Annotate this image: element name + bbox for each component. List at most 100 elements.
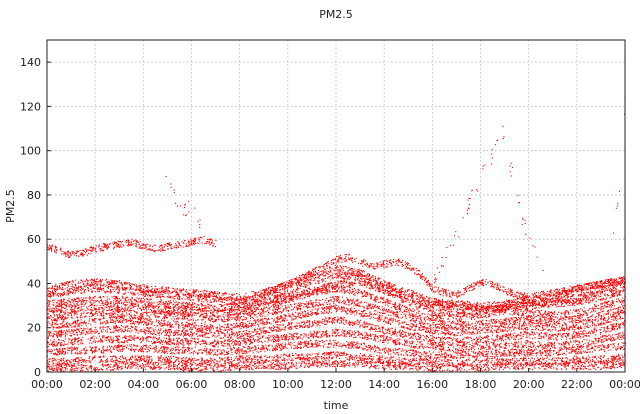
data-point: [113, 284, 115, 286]
data-point: [122, 284, 124, 286]
data-point: [201, 297, 203, 299]
data-point: [57, 288, 59, 290]
data-point: [125, 283, 127, 285]
data-point: [566, 293, 568, 295]
data-point: [456, 301, 458, 303]
data-point: [209, 296, 211, 298]
data-point: [614, 278, 616, 280]
data-point: [261, 293, 263, 295]
data-point: [265, 307, 267, 309]
data-point: [379, 288, 381, 290]
data-point: [129, 299, 131, 301]
data-point: [329, 268, 331, 270]
data-point: [351, 275, 353, 277]
data-point: [238, 294, 240, 296]
data-point: [162, 301, 164, 303]
data-point: [555, 301, 557, 303]
data-point: [590, 293, 592, 295]
data-point: [477, 305, 479, 307]
data-point: [428, 302, 430, 304]
data-point: [518, 306, 520, 308]
data-point: [600, 291, 602, 293]
data-point: [354, 294, 356, 296]
data-point: [205, 305, 207, 307]
data-point: [189, 302, 191, 304]
data-point: [385, 289, 387, 291]
data-point: [442, 301, 444, 303]
data-point: [440, 309, 442, 311]
data-point: [544, 299, 546, 301]
data-point: [287, 282, 289, 284]
data-point: [374, 278, 376, 280]
data-point: [517, 305, 519, 307]
data-point: [89, 300, 91, 302]
data-point: [619, 285, 621, 287]
data-point: [382, 285, 384, 287]
data-point: [310, 280, 312, 282]
data-point: [239, 299, 241, 301]
data-point: [563, 294, 565, 296]
data-point: [233, 308, 235, 310]
data-point: [354, 279, 356, 281]
data-point: [251, 299, 253, 301]
data-point: [105, 291, 107, 293]
data-point: [168, 296, 170, 298]
data-point: [477, 307, 479, 309]
data-point: [517, 312, 519, 314]
data-point: [49, 306, 51, 308]
data-point: [575, 286, 577, 288]
data-point: [129, 286, 131, 288]
data-point: [366, 278, 368, 280]
data-point: [147, 287, 149, 289]
data-point: [184, 290, 186, 292]
data-point: [122, 288, 124, 290]
data-point: [283, 290, 285, 292]
data-point: [271, 288, 273, 290]
data-point: [614, 284, 616, 286]
data-point: [412, 292, 414, 294]
data-point: [245, 305, 247, 307]
data-point: [488, 301, 490, 303]
chart-title: PM2.5: [319, 8, 353, 21]
data-point: [292, 297, 294, 299]
data-point: [351, 269, 353, 271]
data-point: [137, 300, 139, 302]
data-point: [591, 291, 593, 293]
data-point: [547, 305, 549, 307]
data-point: [474, 310, 476, 312]
data-point: [79, 286, 81, 288]
data-point: [363, 291, 365, 293]
data-point: [170, 302, 172, 304]
data-point: [56, 289, 58, 291]
data-point: [133, 293, 135, 295]
data-point: [174, 295, 176, 297]
data-point: [399, 289, 401, 291]
data-point: [169, 297, 171, 299]
data-point: [578, 302, 580, 304]
data-point: [363, 275, 365, 277]
data-point: [317, 274, 319, 276]
data-point: [414, 300, 416, 302]
data-point: [368, 282, 370, 284]
data-point: [314, 270, 316, 272]
data-point: [553, 294, 555, 296]
data-point: [262, 292, 264, 294]
data-point: [392, 285, 394, 287]
data-point: [231, 294, 233, 296]
data-point: [99, 290, 101, 292]
data-point: [93, 279, 95, 281]
data-point: [605, 282, 607, 284]
data-point: [593, 298, 595, 300]
data-point: [592, 299, 594, 301]
data-point: [275, 296, 277, 298]
data-point: [105, 279, 107, 281]
data-point: [428, 299, 430, 301]
data-point: [575, 298, 577, 300]
data-point: [145, 294, 147, 296]
data-point: [326, 267, 328, 269]
data-point: [591, 292, 593, 294]
data-point: [344, 278, 346, 280]
data-point: [92, 300, 94, 302]
data-point: [168, 290, 170, 292]
data-point: [561, 305, 563, 307]
